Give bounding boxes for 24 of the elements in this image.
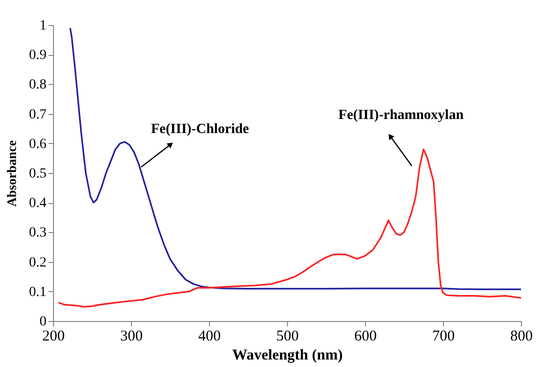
y-tick-label: 0.4 <box>29 196 46 212</box>
y-tick-label: 0.5 <box>29 166 46 182</box>
x-tick-label: 200 <box>42 328 65 344</box>
y-tick-label: 0 <box>40 314 46 330</box>
y-axis-title: Absorbance <box>4 140 19 207</box>
annotation: Fe(III)-Chloride <box>151 122 249 137</box>
y-tick-label: 1 <box>40 18 46 34</box>
y-tick-label: 0.7 <box>29 107 46 122</box>
x-axis-title: Wavelength (nm) <box>232 348 343 364</box>
x-tick-label: 600 <box>354 328 377 344</box>
line-series <box>58 148 521 308</box>
y-tick-label: 0.8 <box>29 78 46 93</box>
y-tick-label: 0.3 <box>29 226 46 241</box>
x-tick-label: 400 <box>198 328 221 344</box>
x-tick-label: 700 <box>432 328 455 344</box>
annotation: Fe(III)-rhamnoxylan <box>338 108 464 123</box>
y-tick-label: 0.2 <box>29 255 46 270</box>
y-tick-label: 0.9 <box>29 48 46 64</box>
line-series <box>69 27 521 290</box>
y-tick-label: 0.1 <box>29 284 46 300</box>
x-tick-label: 500 <box>276 328 299 344</box>
y-tick-label: 0.6 <box>29 136 46 152</box>
x-tick-label: 300 <box>120 328 143 344</box>
x-tick-label: 800 <box>510 328 533 344</box>
